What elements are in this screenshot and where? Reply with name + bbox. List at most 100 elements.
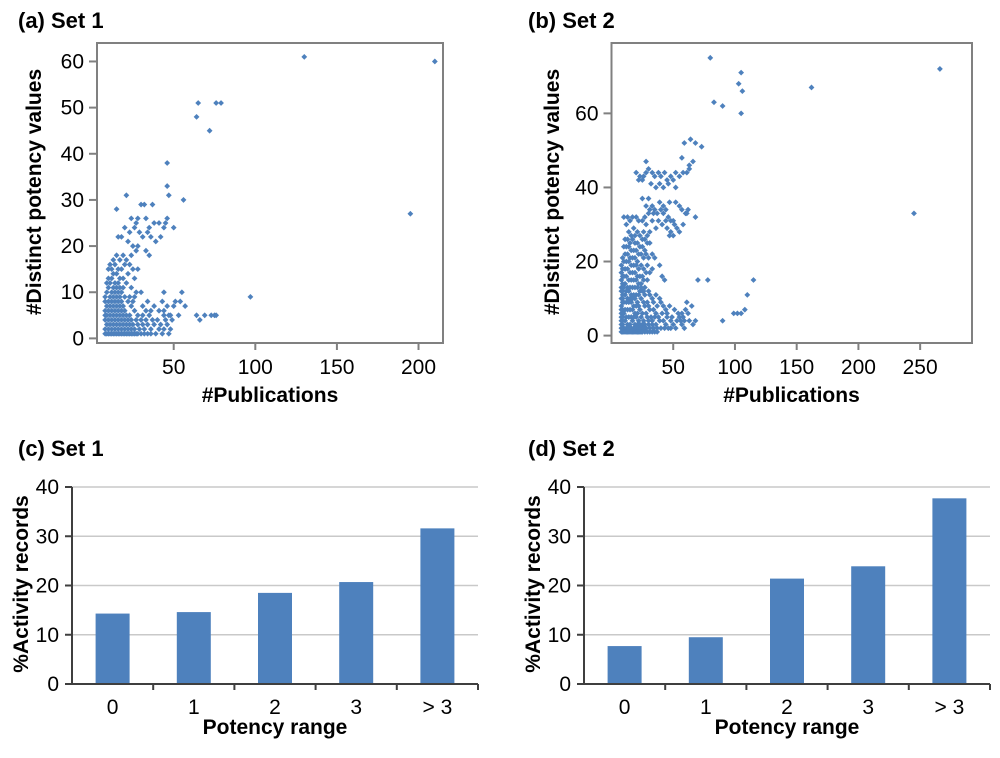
data-point (636, 306, 643, 313)
data-point (635, 266, 642, 272)
data-point (643, 221, 649, 228)
data-point (112, 280, 118, 286)
data-point (134, 215, 141, 222)
data-point (120, 312, 127, 319)
data-point (123, 321, 130, 328)
data-point (120, 303, 127, 309)
data-point (110, 312, 117, 319)
data-point (110, 257, 117, 263)
data-point (126, 261, 133, 268)
data-point (654, 210, 661, 217)
data-point (121, 307, 128, 314)
data-point (655, 217, 662, 224)
data-point (105, 298, 112, 305)
data-point (670, 321, 677, 328)
data-point (633, 314, 640, 320)
data-point (121, 317, 128, 323)
data-point (632, 269, 638, 276)
data-point (665, 214, 672, 220)
data-point (201, 312, 208, 319)
y-tick-label: 20 (548, 575, 571, 598)
data-point (141, 326, 148, 333)
data-point (659, 273, 666, 280)
data-point (147, 233, 154, 240)
data-point (660, 210, 667, 217)
data-point (622, 317, 628, 324)
data-point (134, 266, 141, 273)
data-point (164, 303, 171, 309)
data-point (157, 321, 164, 328)
data-point (666, 303, 673, 309)
data-point (115, 326, 122, 333)
data-point (161, 312, 167, 319)
data-point (130, 298, 136, 305)
data-point (660, 184, 667, 191)
data-point (643, 169, 649, 176)
data-point (138, 330, 144, 337)
data-point (126, 321, 133, 328)
data-point (157, 233, 164, 240)
data-point (110, 284, 117, 291)
category-label: 0 (619, 696, 631, 719)
data-point (677, 317, 684, 324)
x-tick-label: 150 (319, 356, 354, 379)
y-tick-label: 10 (61, 281, 84, 304)
data-point (618, 262, 625, 269)
data-point (639, 195, 646, 202)
data-point (645, 317, 652, 324)
data-point (644, 262, 651, 269)
data-point (719, 317, 726, 324)
data-point (247, 293, 254, 300)
data-point (133, 317, 140, 323)
panel-d-x-axis-title: Potency range (714, 716, 860, 739)
panel-a-y-axis-title: #Distinct potency values (23, 68, 46, 316)
data-point (143, 215, 149, 222)
data-point (115, 280, 122, 286)
data-point (636, 173, 643, 180)
data-point (112, 289, 118, 296)
data-point (629, 306, 636, 313)
data-point (107, 312, 113, 319)
data-point (653, 225, 659, 232)
data-point (139, 312, 146, 319)
data-point (683, 169, 690, 176)
data-point (115, 289, 122, 296)
data-point (116, 293, 123, 300)
data-point (672, 184, 679, 191)
data-point (640, 254, 647, 261)
data-point (156, 220, 162, 226)
data-point (695, 277, 701, 283)
data-point (116, 284, 123, 291)
data-point (643, 203, 649, 209)
data-point (645, 195, 652, 202)
data-point (640, 277, 647, 283)
data-point (650, 210, 657, 217)
x-tick-label: 250 (903, 356, 938, 379)
data-point (937, 66, 943, 72)
data-point (618, 306, 625, 313)
data-point (635, 177, 642, 183)
data-point (126, 312, 133, 319)
data-point (151, 321, 158, 328)
data-point (632, 295, 638, 302)
panel-d-title: (d) Set 2 (528, 436, 615, 461)
data-point (128, 303, 135, 309)
data-point (118, 326, 125, 333)
data-point (641, 291, 648, 298)
data-point (175, 312, 182, 319)
bar-2 (770, 578, 804, 684)
data-point (734, 310, 741, 317)
data-point (738, 69, 745, 76)
data-point (136, 326, 143, 333)
data-point (105, 326, 112, 333)
data-point (632, 254, 638, 261)
data-point (172, 298, 179, 305)
data-point (640, 266, 647, 272)
data-point (108, 289, 115, 296)
panel-b-title: (b) Set 2 (528, 8, 615, 33)
data-point (635, 291, 642, 298)
data-point (213, 312, 220, 319)
data-point (649, 203, 656, 209)
data-point (110, 293, 117, 300)
